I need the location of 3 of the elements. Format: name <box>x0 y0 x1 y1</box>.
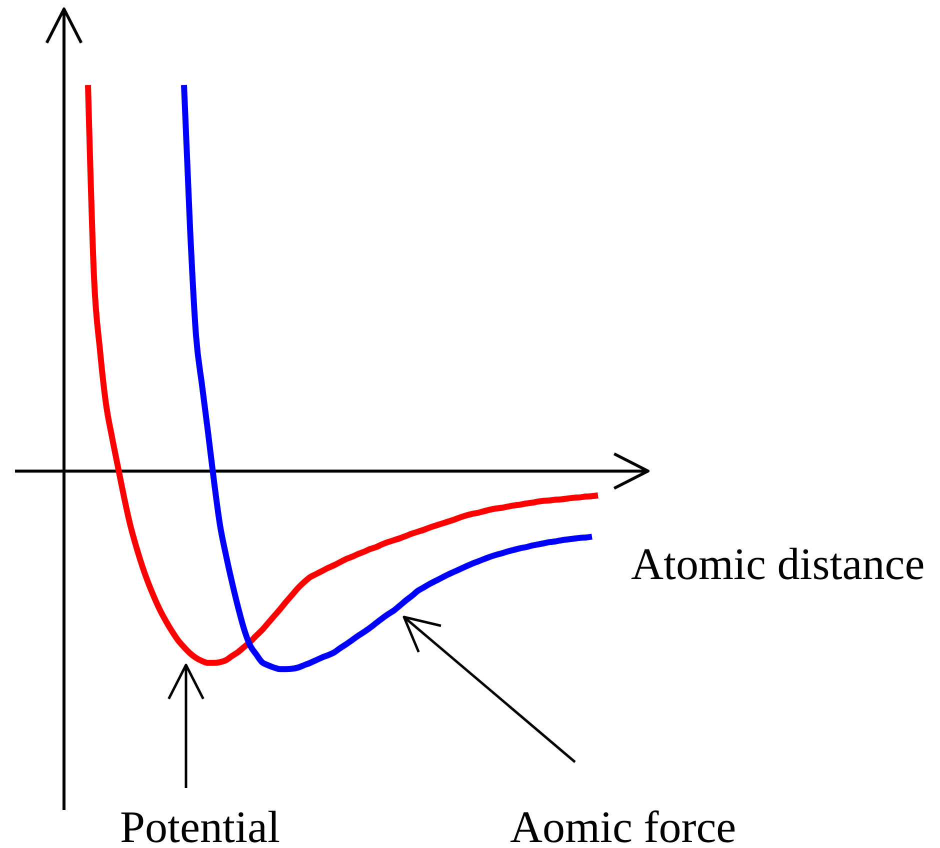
text: Aomic force <box>510 802 736 848</box>
x-axis-title: Atomic distance <box>631 539 925 589</box>
text: Potential <box>120 802 280 848</box>
